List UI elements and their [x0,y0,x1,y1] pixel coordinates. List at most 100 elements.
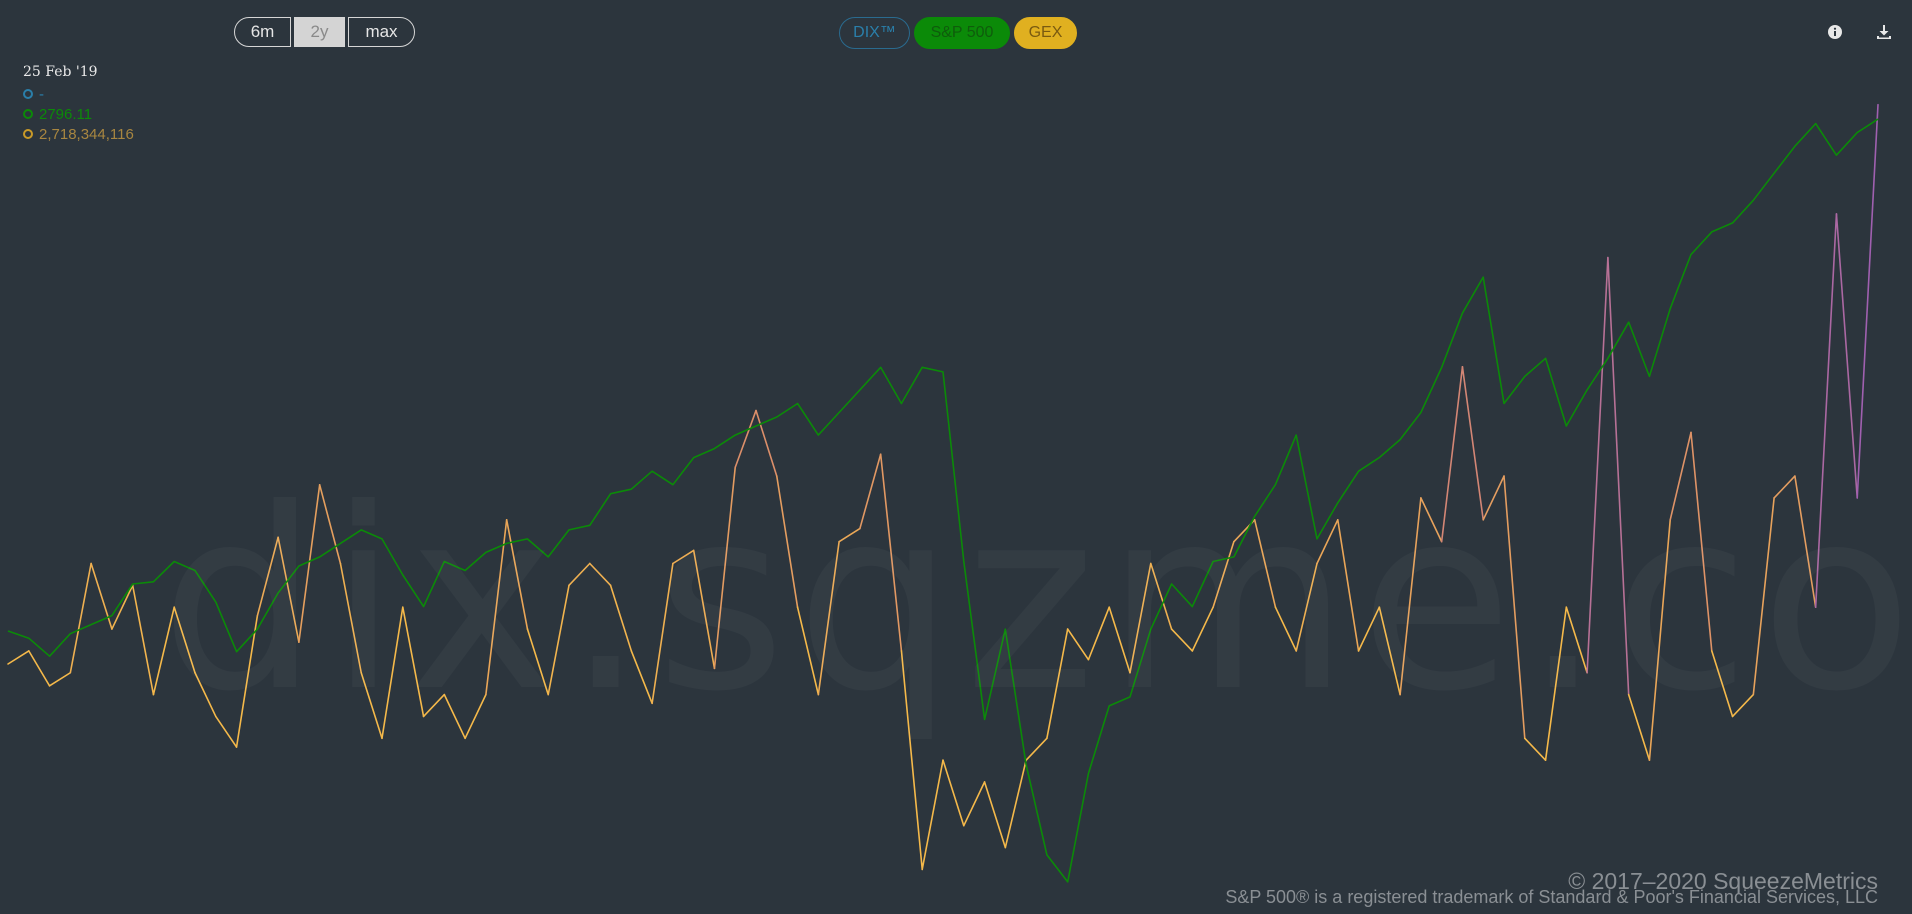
readout-date: 25 Feb '19 [23,64,98,80]
gex-line-segment [1046,628,1069,740]
gex-line-segment [734,409,757,469]
series-toggles: DIX™ S&P 500 GEX [839,17,1077,49]
gex-line-segment [1129,562,1152,674]
gex-line-segment [1710,650,1734,718]
gex-line-segment [1669,431,1692,521]
gex-line-segment [90,562,113,630]
range-max-button[interactable]: max [348,17,415,47]
readout-gex-value: 2,718,344,116 [39,125,134,143]
gex-line-segment [339,562,363,674]
gex-line-segment [1108,606,1131,674]
gex-line-segment [1212,540,1235,609]
gex-line-segment [630,650,653,705]
gex-line-segment [422,693,446,718]
range-6m-button[interactable]: 6m [234,17,291,47]
gex-line-segment [900,650,924,871]
readout-dix-value: - [39,85,44,103]
gex-line-segment [1170,628,1194,652]
gex-line-segment [298,484,321,643]
spx-dot-icon [23,109,33,119]
gex-line-segment [1336,518,1360,652]
readout-dix-row: - [23,84,134,104]
gex-line-segment [360,671,383,740]
gex-line-segment [48,671,72,687]
gex-line-segment [692,549,716,670]
gex-line-segment [1627,693,1651,761]
gex-line-segment [1316,518,1339,565]
gex-line-segment [1482,475,1505,521]
info-icon[interactable] [1827,24,1843,40]
copyright-text: © 2017–2020 SqueezeMetrics [1568,868,1878,894]
gex-line-segment [1773,475,1796,499]
gex-line-segment [859,453,882,530]
gex-line-segment [318,484,342,565]
gex-dot-icon [23,129,33,139]
range-2y-button[interactable]: 2y [294,17,345,47]
download-icon[interactable] [1876,24,1892,40]
gex-line-segment [1814,213,1838,609]
gex-line-segment [1253,518,1277,609]
gex-line-segment [152,606,176,696]
gex-line-segment [1087,606,1111,661]
spx-toggle-button[interactable]: S&P 500 [914,17,1010,49]
gex-line-segment [755,409,778,477]
gex-line-segment [1690,431,1713,652]
gex-line-segment [1752,497,1775,696]
gex-line-segment [277,536,300,643]
gex-line-segment [1004,759,1027,849]
gex-line-segment [1149,562,1173,630]
gex-line-segment [214,715,238,748]
gex-line-segment [1503,475,1526,740]
gex-line-segment [1731,693,1755,718]
gex-line-segment [1191,606,1214,652]
gex-line-segment [568,562,591,587]
readout-spx-value: 2796.11 [39,105,93,123]
gex-line-segment [651,562,674,705]
gex-line-segment [983,781,1007,849]
readout-spx-row: 2796.11 [23,104,134,124]
dix-toggle-button[interactable]: DIX™ [839,17,910,49]
trademark-text: S&P 500® is a registered trademark of St… [1225,887,1878,907]
gex-line-segment [672,549,695,565]
gex-line-segment [1420,497,1443,543]
gex-line-segment [111,584,134,630]
gex-line-segment [1523,737,1547,761]
gex-line-segment [796,606,820,696]
gex-line-segment [775,475,799,609]
gex-line-segment [1357,606,1381,652]
gex-line-segment [1565,606,1588,674]
gex-line-segment [838,527,861,543]
readout-gex-row: 2,718,344,116 [23,124,134,144]
gex-line-segment [879,453,903,652]
gex-line-segment [194,671,217,718]
gex-line-segment [547,584,570,696]
gex-line-segment [173,606,196,674]
gex-line-segment [381,606,404,740]
gex-line-segment [235,615,259,748]
gex-line-segment [256,536,279,617]
gex-line-segment [69,562,92,674]
gex-line-segment [962,781,986,827]
gex-line-segment [401,606,425,718]
gex-line-segment [1399,497,1422,696]
gex-line-segment [485,518,508,696]
gex-line-segment [1440,366,1464,543]
gex-line-segment [27,650,51,687]
gex-line-segment [942,759,965,827]
gex-line-segment [1274,606,1298,652]
gex-line-segment [1461,366,1485,521]
gex-line-segment [1648,518,1672,761]
gex-line-segment [7,650,30,665]
gex-line-segment [817,540,840,696]
gex-line-segment [1835,213,1859,499]
watermark: dix.sqzme.co [160,455,1912,746]
gex-line-segment [443,693,466,740]
gex-line-segment [1025,737,1048,761]
hover-readout: 25 Feb '19 - 2796.11 2,718,344,116 [23,64,134,144]
gex-line-segment [588,562,612,587]
gex-series [7,103,1879,871]
gex-line-segment [921,759,944,871]
gex-line-segment [505,518,529,630]
gex-toggle-button[interactable]: GEX [1014,17,1077,49]
